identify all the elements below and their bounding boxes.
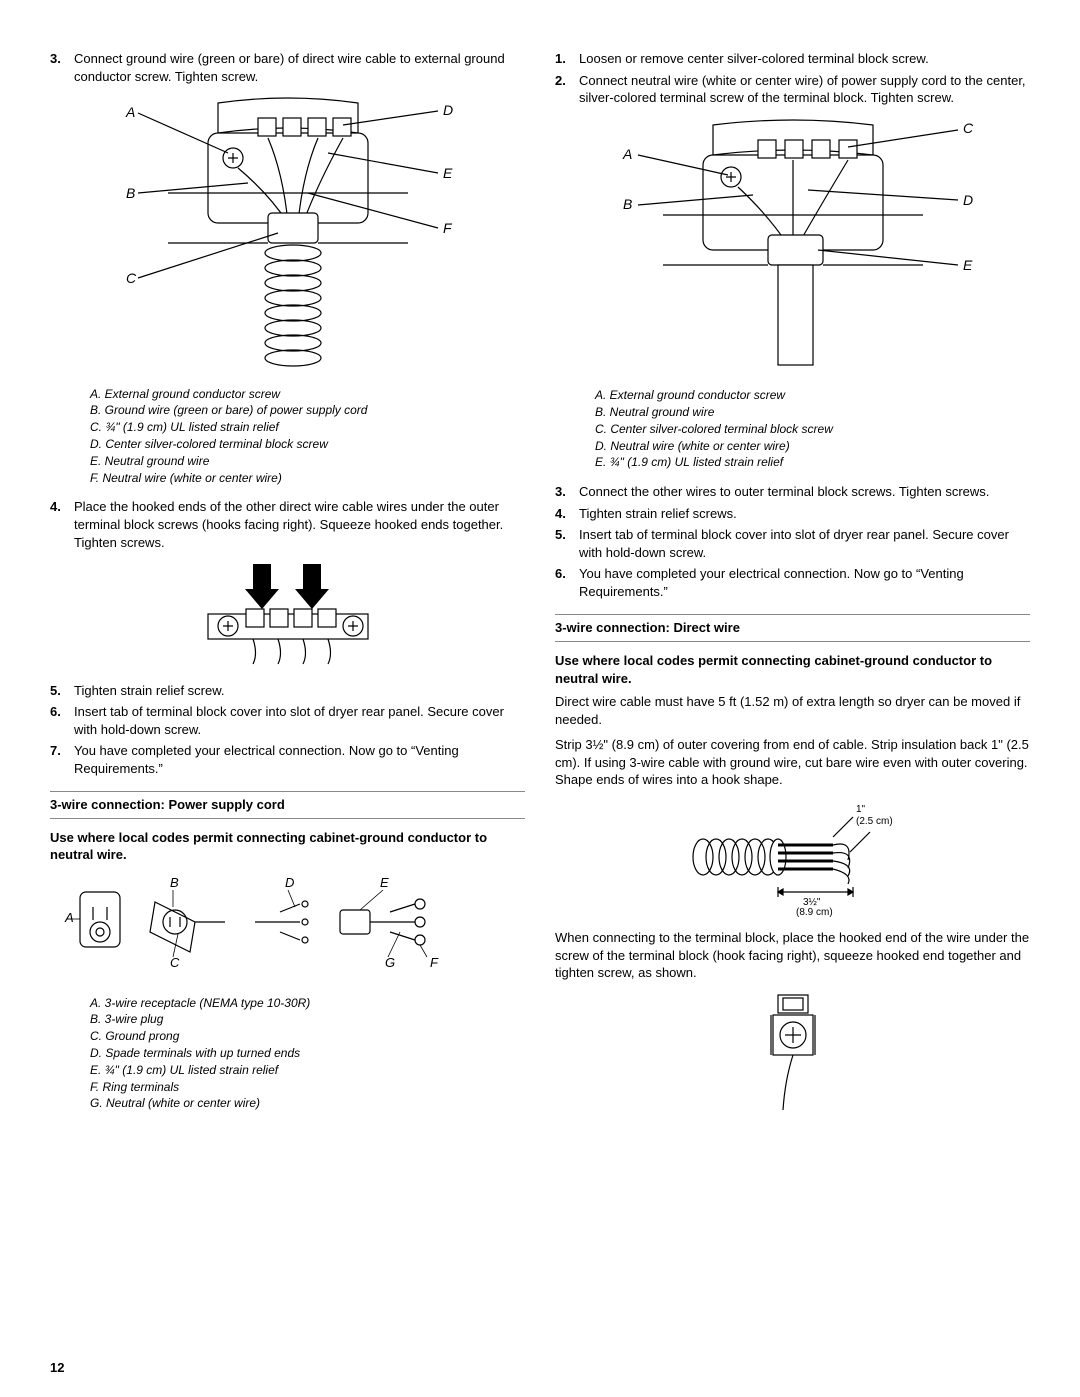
svg-text:E: E (380, 875, 389, 890)
left-list-b: 4.Place the hooked ends of the other dir… (50, 498, 525, 551)
wire-strip-diagram-icon: 1" (2.5 cm) 3½" (8.9 cm) (678, 797, 908, 917)
right-para3: When connecting to the terminal block, p… (555, 929, 1030, 982)
right-step3: Connect the other wires to outer termina… (579, 483, 1030, 501)
svg-text:(2.5 cm): (2.5 cm) (856, 816, 893, 827)
svg-text:B: B (623, 196, 632, 212)
left-section-title: 3-wire connection: Power supply cord (50, 791, 525, 819)
right-step2: Connect neutral wire (white or center wi… (579, 72, 1030, 107)
svg-text:B: B (126, 185, 135, 201)
right-column: 1.Loosen or remove center silver-colored… (555, 50, 1030, 1133)
svg-text:(8.9 cm): (8.9 cm) (796, 907, 833, 917)
left-step7: You have completed your electrical conne… (74, 742, 525, 777)
svg-text:C: C (963, 120, 974, 136)
left-fig1-legend: A. External ground conductor screw B. Gr… (90, 386, 525, 487)
left-column: 3.Connect ground wire (green or bare) of… (50, 50, 525, 1133)
page-number: 12 (50, 1359, 64, 1377)
right-figure-terminal (555, 990, 1030, 1125)
svg-text:D: D (285, 875, 294, 890)
right-step1: Loosen or remove center silver-colored t… (579, 50, 1030, 68)
left-bold-note: Use where local codes permit connecting … (50, 829, 525, 864)
right-figure-strip: 1" (2.5 cm) 3½" (8.9 cm) (555, 797, 1030, 922)
svg-text:B: B (170, 875, 179, 890)
svg-text:D: D (963, 192, 973, 208)
svg-text:C: C (170, 955, 180, 970)
power-cord-parts-diagram-icon: A B C D E F G (60, 872, 460, 982)
single-terminal-diagram-icon (753, 990, 833, 1120)
right-bold-note: Use where local codes permit connecting … (555, 652, 1030, 687)
left-figure-2 (50, 559, 525, 674)
right-list-b: 3.Connect the other wires to outer termi… (555, 483, 1030, 600)
svg-text:E: E (963, 257, 973, 273)
svg-text:C: C (126, 270, 137, 286)
right-figure-1: A B C D E (555, 115, 1030, 380)
left-step4: Place the hooked ends of the other direc… (74, 498, 525, 551)
two-column-layout: 3.Connect ground wire (green or bare) of… (50, 50, 1030, 1133)
left-step6: Insert tab of terminal block cover into … (74, 703, 525, 738)
svg-text:A: A (125, 104, 135, 120)
svg-text:D: D (443, 102, 453, 118)
left-figure-1: A B C D E F (50, 93, 525, 378)
right-step5: Insert tab of terminal block cover into … (579, 526, 1030, 561)
right-list-a: 1.Loosen or remove center silver-colored… (555, 50, 1030, 107)
svg-text:F: F (430, 955, 439, 970)
left-list-c: 5.Tighten strain relief screw. 6.Insert … (50, 682, 525, 778)
left-step3: Connect ground wire (green or bare) of d… (74, 50, 525, 85)
hook-screws-diagram-icon (188, 559, 388, 669)
right-para2: Strip 3½" (8.9 cm) of outer covering fro… (555, 736, 1030, 789)
svg-text:A: A (64, 910, 74, 925)
right-section-title: 3-wire connection: Direct wire (555, 614, 1030, 642)
right-step4: Tighten strain relief screws. (579, 505, 1030, 523)
left-list-a: 3.Connect ground wire (green or bare) of… (50, 50, 525, 85)
svg-text:1": 1" (856, 804, 866, 815)
svg-text:G: G (385, 955, 395, 970)
terminal-block-3wire-diagram-icon: A B C D E (593, 115, 993, 375)
right-para1: Direct wire cable must have 5 ft (1.52 m… (555, 693, 1030, 728)
left-step5: Tighten strain relief screw. (74, 682, 525, 700)
right-fig1-legend: A. External ground conductor screw B. Ne… (595, 387, 1030, 471)
svg-text:A: A (622, 146, 632, 162)
left-figure-3: A B C D E F G (50, 872, 525, 987)
left-fig3-legend: A. 3-wire receptacle (NEMA type 10-30R) … (90, 995, 525, 1113)
right-step6: You have completed your electrical conne… (579, 565, 1030, 600)
svg-text:F: F (443, 220, 453, 236)
svg-text:E: E (443, 165, 453, 181)
terminal-block-diagram-icon: A B C D E F (108, 93, 468, 373)
